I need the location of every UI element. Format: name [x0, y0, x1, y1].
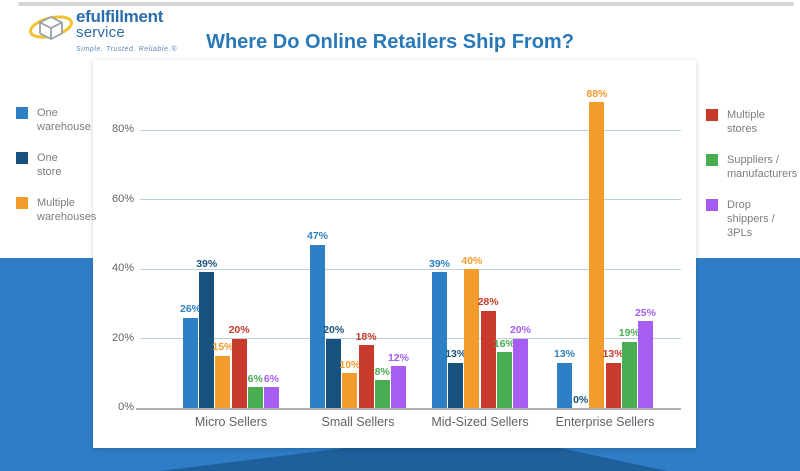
- chart-title: Where Do Online Retailers Ship From?: [206, 31, 574, 53]
- legend-item-drop-shippers-3pls: Drop shippers / 3PLs: [706, 198, 792, 240]
- brand-subname: service: [76, 24, 125, 41]
- legend-swatch: [706, 199, 718, 211]
- legend-swatch: [706, 109, 718, 121]
- legend-item-multiple-stores: Multiple stores: [706, 108, 792, 136]
- legend-swatch: [16, 152, 28, 164]
- legend-swatch: [16, 197, 28, 209]
- top-divider: [18, 2, 794, 6]
- legend-right: Multiple stores Suppliers / manufacturers…: [706, 108, 797, 257]
- brand-tagline: Simple. Trusted. Reliable.®: [76, 46, 177, 53]
- chart-card: [93, 60, 696, 448]
- legend-label: Multiple stores: [727, 109, 765, 135]
- legend-label: One warehouse: [37, 107, 91, 133]
- brand-name: efulfillment: [76, 7, 164, 26]
- legend-item-multiple-warehouses: Multiple warehouses: [16, 196, 102, 224]
- legend-left: One warehouse One store Multiple warehouse…: [16, 106, 102, 241]
- legend-label: Suppliers / manufacturers: [727, 154, 798, 180]
- legend-item-suppliers-manufacturers: Suppliers / manufacturers: [706, 153, 797, 181]
- legend-item-one-store: One store: [16, 151, 102, 179]
- legend-label: Multiple warehouses: [37, 197, 97, 223]
- legend-swatch: [16, 107, 28, 119]
- brand-logo: efulfillment service Simple. Trusted. Re…: [28, 8, 177, 53]
- legend-swatch: [706, 154, 718, 166]
- legend-item-one-warehouse: One warehouse: [16, 106, 102, 134]
- legend-label: One store: [37, 152, 62, 178]
- cube-swoosh-icon: [29, 15, 73, 40]
- legend-label: Drop shippers / 3PLs: [727, 199, 775, 239]
